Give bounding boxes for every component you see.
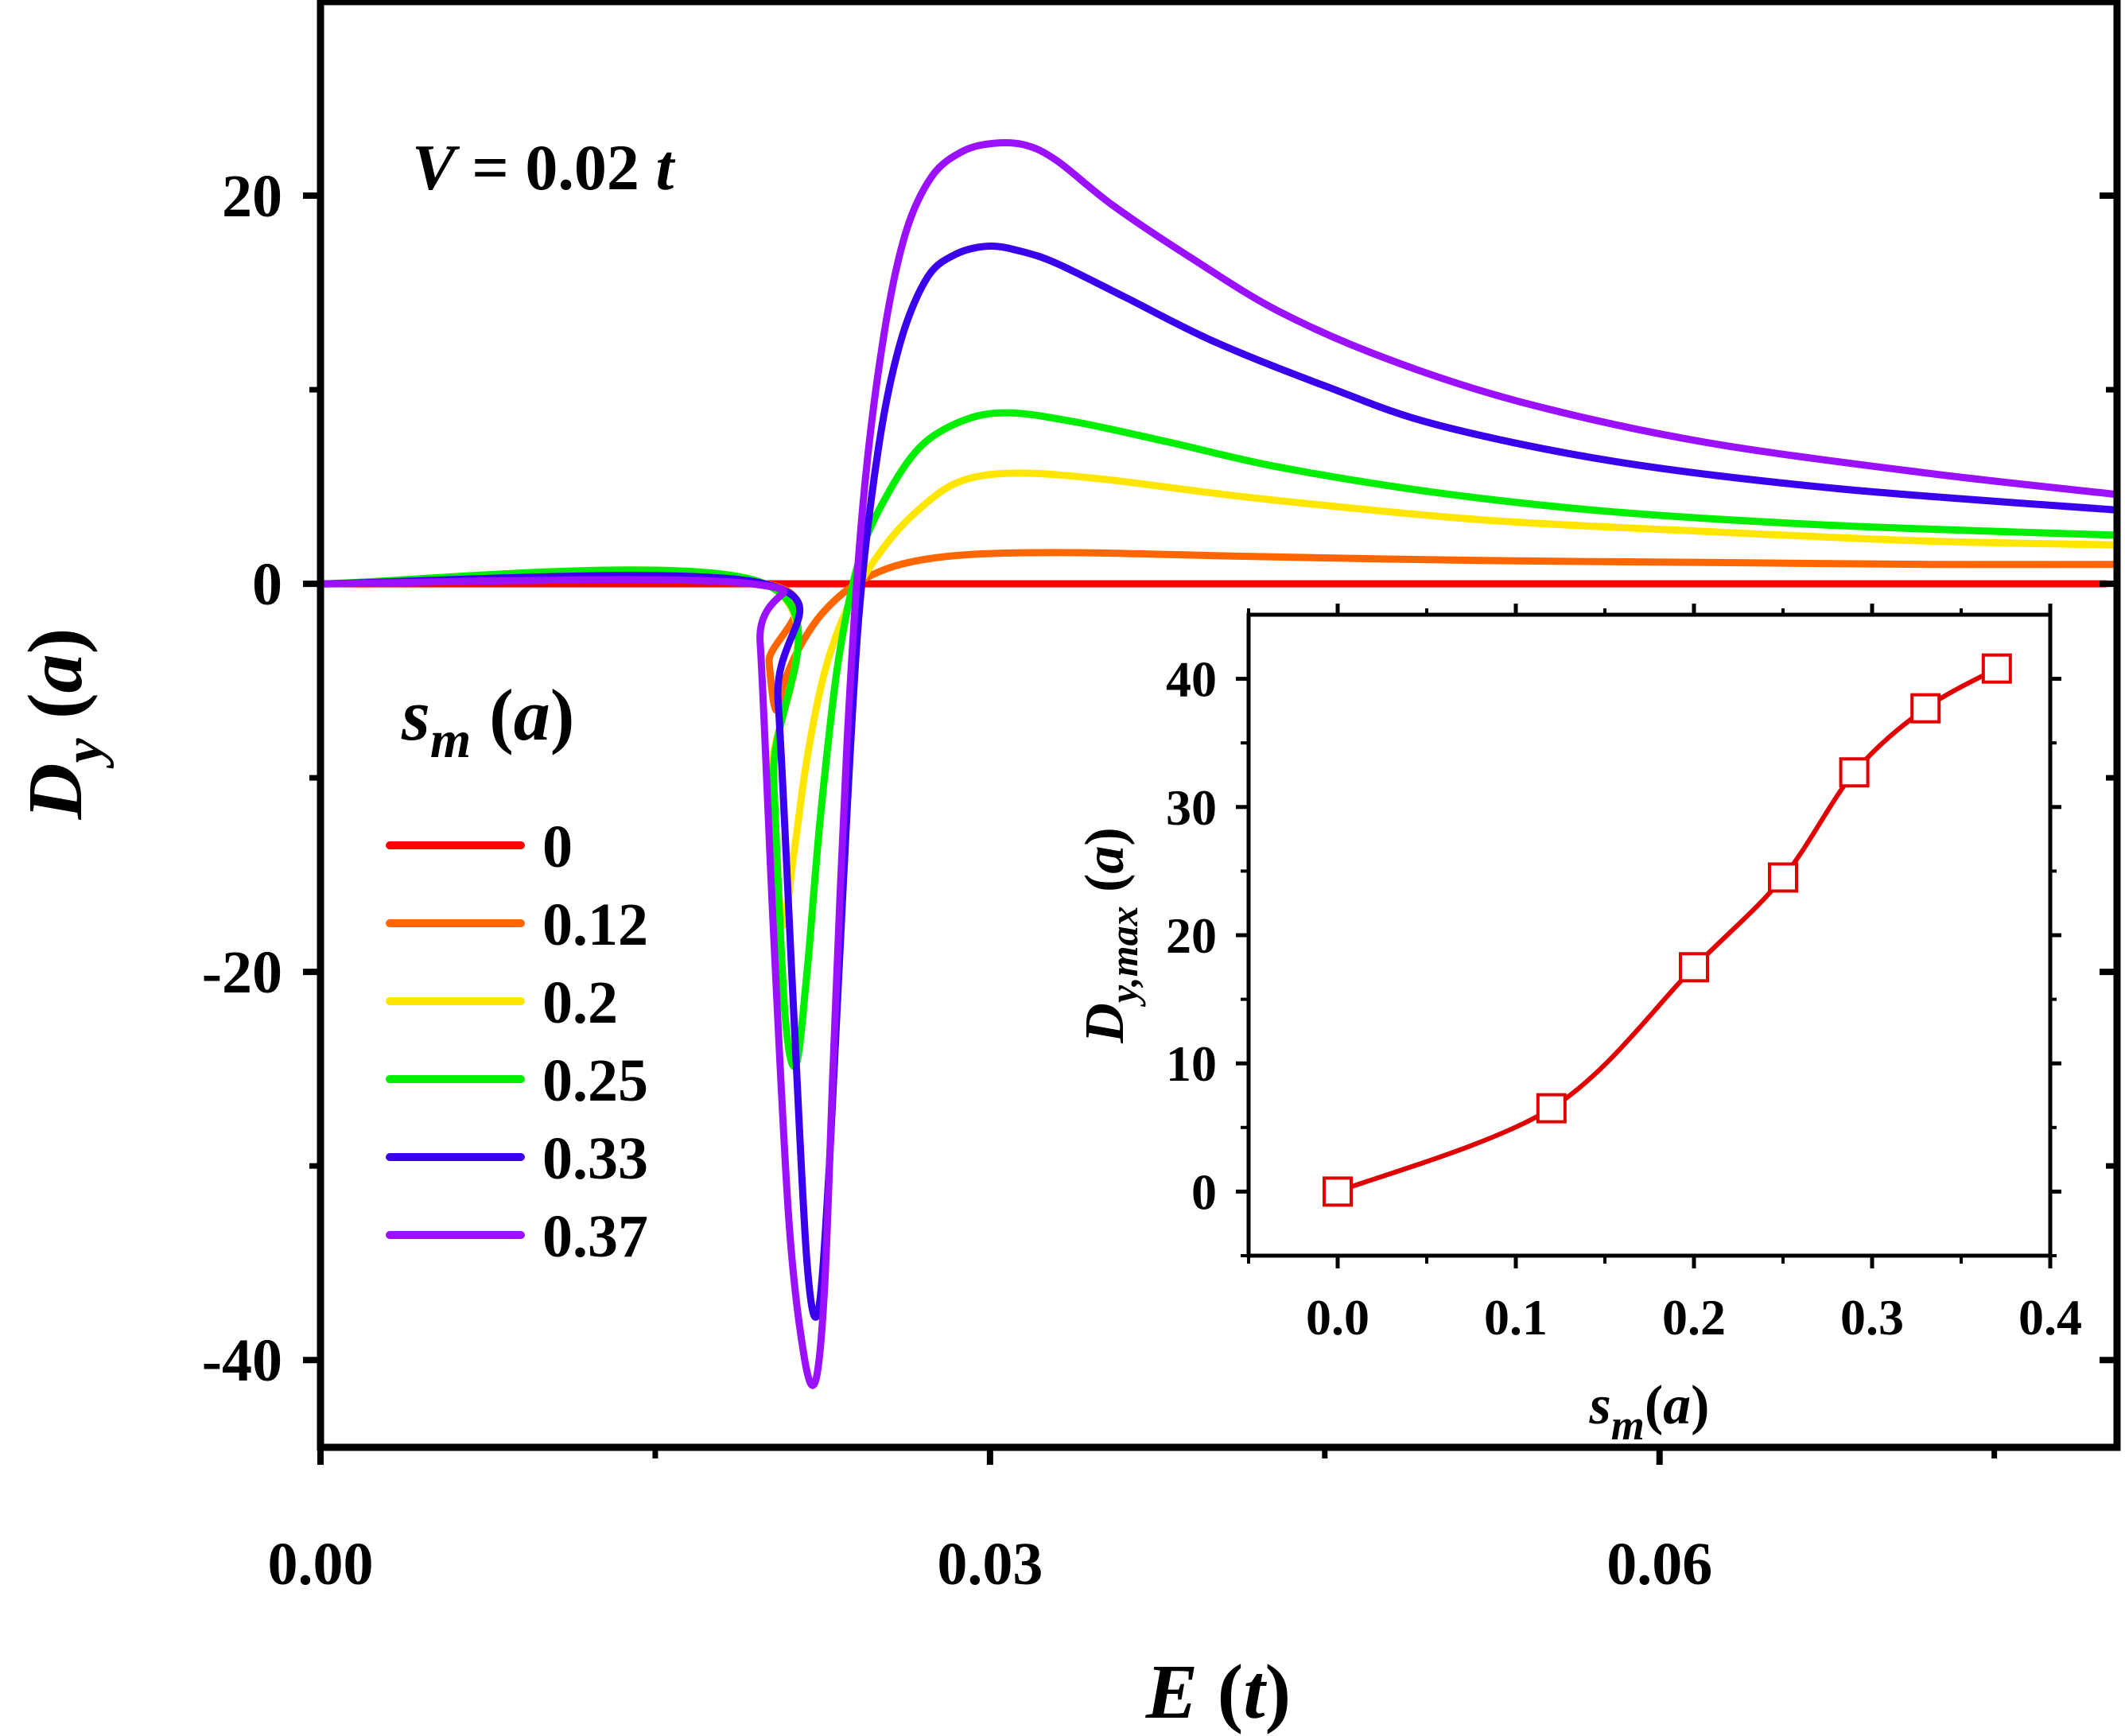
inset-y-tick-label: 30 <box>1166 779 1217 836</box>
legend-label-0: 0 <box>542 814 573 880</box>
inset-y-tick-label: 20 <box>1166 907 1217 964</box>
inset-y-axis-subscript: y,max <box>1101 906 1146 1007</box>
legend-title-subscript: m <box>430 711 471 769</box>
annotation-value: = 0.02 <box>456 131 656 204</box>
inset-x-axis-close-paren: ) <box>1691 1375 1709 1436</box>
legend-label-0.33: 0.33 <box>542 1125 648 1192</box>
legend-title-unit: a <box>514 674 550 755</box>
legend-entries: 0 0.12 0.2 0.25 0.33 0.37 <box>386 814 648 1270</box>
inset-x-axis-title: sm(a) <box>1589 1375 1710 1449</box>
main-y-axis-title-text: Dy (a) <box>13 628 115 821</box>
main-x-tick-label: 0.03 <box>937 1531 1043 1598</box>
inset-x-tick-label: 0.3 <box>1840 1289 1904 1346</box>
legend-title-open-paren: ( <box>471 674 514 755</box>
inset-x-axis-subscript: m <box>1611 1401 1645 1449</box>
series-line-0.12 <box>317 549 2121 714</box>
legend-title-symbol: s <box>401 674 430 755</box>
main-x-axis-title: E (t) <box>1145 1649 1291 1735</box>
main-plot-frame <box>317 0 2121 1451</box>
annotation-unit: t <box>655 131 675 204</box>
main-y-axis-unit: a <box>13 654 99 693</box>
inset-x-axis-open-paren: ( <box>1645 1375 1663 1436</box>
legend-label-0.37: 0.37 <box>542 1203 648 1270</box>
inset-marker <box>1768 862 1798 893</box>
main-y-tick-label: -40 <box>202 1327 282 1394</box>
main-y-tick-label: -20 <box>202 939 282 1006</box>
annotation-label: V = 0.02 t <box>412 131 675 204</box>
inset-marker <box>1536 1093 1567 1124</box>
inset-x-axis-symbol: s <box>1589 1375 1611 1436</box>
inset-y-axis-title-text: Dy,max (a) <box>1074 827 1146 1043</box>
main-ticks-group <box>303 192 2120 1465</box>
inset-series-group <box>1323 653 2012 1207</box>
inset-y-tick-label: 0 <box>1191 1163 1217 1220</box>
main-x-axis-open-paren: ( <box>1198 1649 1243 1735</box>
series-line-0.33 <box>317 242 2121 1321</box>
legend-title: sm (a) <box>401 674 574 769</box>
inset-y-axis-unit: a <box>1074 846 1136 874</box>
inset-marker <box>1679 952 1709 983</box>
inset-x-axis-unit: a <box>1663 1375 1691 1436</box>
inset-x-tick-label: 0.0 <box>1306 1289 1369 1346</box>
inset-y-tick-label: 40 <box>1166 651 1217 708</box>
main-y-axis-title: Dy (a) <box>13 628 115 821</box>
main-series-group <box>317 138 2121 1389</box>
main-x-tick-label: 0.00 <box>268 1531 374 1598</box>
inset-ticks-group <box>1236 604 2061 1268</box>
inset-marker <box>1981 653 2012 684</box>
inset-marker <box>1910 693 1941 724</box>
inset-y-axis-open-paren: ( <box>1074 874 1136 907</box>
main-y-axis-subscript: y <box>53 738 115 769</box>
legend-label-0.25: 0.25 <box>542 1047 648 1114</box>
inset-marker <box>1839 757 1870 788</box>
inset-y-axis-title: Dy,max (a) <box>1074 827 1146 1043</box>
inset-y-axis-symbol: D <box>1074 1003 1136 1044</box>
series-line-0.25 <box>317 409 2121 1070</box>
main-y-tick-label: 0 <box>252 551 282 618</box>
main-y-axis-symbol: D <box>13 763 99 821</box>
main-y-tick-label: 20 <box>222 163 282 230</box>
legend-label-0.12: 0.12 <box>542 891 648 958</box>
legend: sm (a) 0 0.12 0.2 0.25 0.33 0.37 <box>386 674 648 1270</box>
annotation-var: V <box>412 131 460 204</box>
inset-x-tick-label: 0.4 <box>2018 1289 2082 1346</box>
legend-label-0.2: 0.2 <box>542 969 618 1036</box>
main-y-axis-close-paren: ) <box>13 628 99 654</box>
main-x-tick-label: 0.06 <box>1606 1531 1712 1598</box>
inset-y-tick-label: 10 <box>1166 1035 1217 1092</box>
inset-x-tick-label: 0.1 <box>1484 1289 1548 1346</box>
inset-marker <box>1323 1176 1353 1207</box>
series-line-0.37 <box>317 138 2121 1389</box>
legend-title-close-paren: ) <box>550 674 575 755</box>
main-y-axis-open-paren: ( <box>13 693 99 738</box>
main-x-axis-close-paren: ) <box>1265 1649 1292 1735</box>
main-x-axis-unit: t <box>1243 1649 1267 1735</box>
inset-tick-labels-group: 0.0 0.1 0.2 0.3 0.4 0 10 20 30 40 <box>1166 651 2082 1346</box>
main-x-axis-symbol: E <box>1145 1649 1198 1735</box>
inset-y-axis-close-paren: ) <box>1074 827 1136 845</box>
inset-x-tick-label: 0.2 <box>1662 1289 1726 1346</box>
